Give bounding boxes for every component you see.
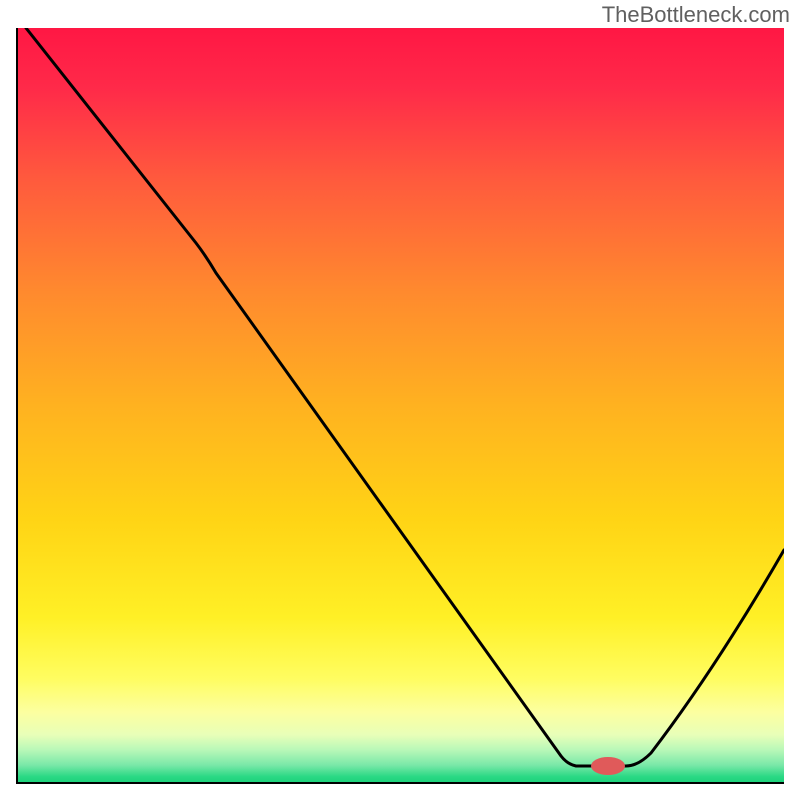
- chart-container: TheBottleneck.com: [0, 0, 800, 800]
- watermark-label: TheBottleneck.com: [602, 2, 790, 28]
- gradient-fill-rect: [16, 28, 784, 784]
- plot-area: [16, 28, 784, 784]
- optimal-marker: [591, 757, 625, 775]
- chart-svg: [16, 28, 784, 784]
